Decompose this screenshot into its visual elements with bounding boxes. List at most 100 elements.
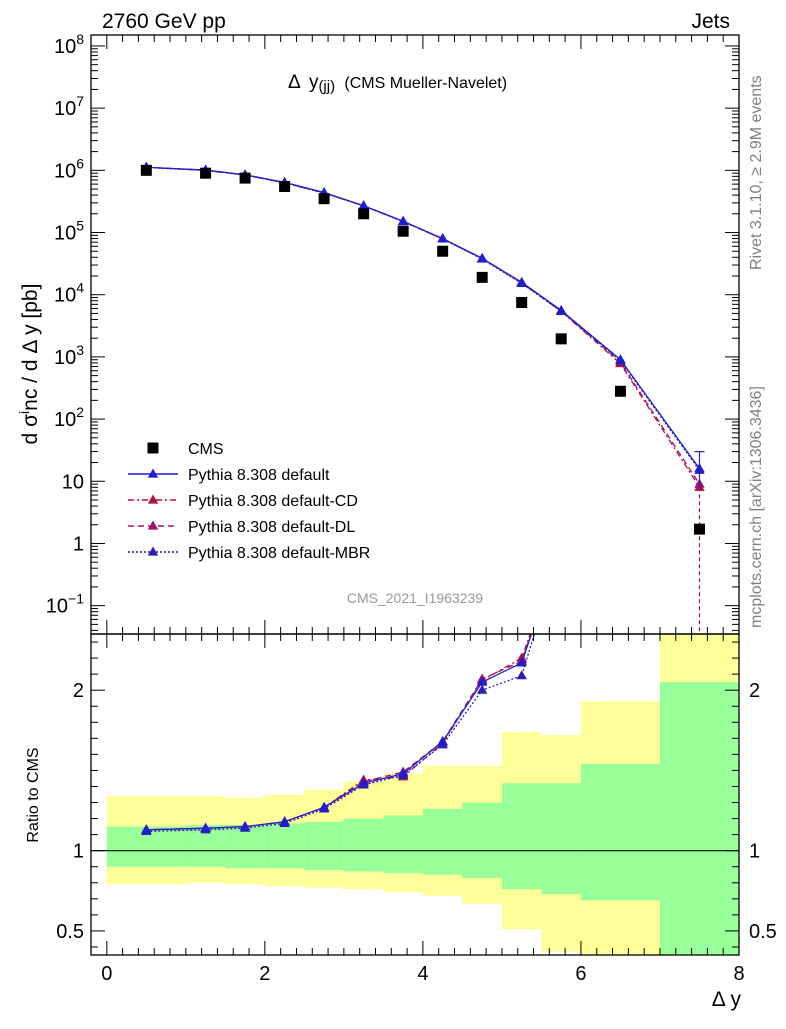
legend-label-cd: Pythia 8.308 default-CD — [188, 493, 358, 510]
x-axis-title: Δ y — [712, 988, 742, 1011]
series-marker-default — [615, 354, 626, 364]
legend-label-mbr: Pythia 8.308 default-MBR — [188, 545, 370, 562]
cms-data-point — [397, 225, 409, 237]
main-series-group — [140, 161, 705, 634]
x-tick-label: 0 — [101, 963, 112, 985]
series-marker-default — [358, 200, 369, 210]
y-tick-base: 10 — [54, 98, 76, 120]
ratio-y-tick-label-right: 2 — [749, 680, 760, 702]
inner-band-bin — [343, 818, 384, 872]
series-line-cd — [146, 166, 701, 488]
ratio-y-tick-label-left: 0.5 — [56, 921, 84, 943]
ratio-marker-cd — [556, 540, 566, 549]
cms-data-point — [614, 385, 626, 397]
inner-band-bin — [580, 764, 660, 901]
ratio-marker-default — [476, 676, 488, 686]
y-tick-base: 10 — [54, 409, 76, 431]
ratio-marker-default — [516, 657, 527, 667]
inner-band-bin — [264, 823, 305, 869]
y-tick-exponent: 4 — [76, 280, 84, 296]
cms-data-point — [200, 167, 212, 179]
inner-band-bin — [225, 824, 265, 869]
y-tick-label: 103 — [54, 342, 84, 369]
inner-band-bin — [383, 815, 423, 874]
y-tick-label: 102 — [54, 404, 84, 431]
cms-data-point — [318, 193, 330, 205]
ratio-marker-default — [200, 822, 211, 832]
ratio-marker-default — [397, 768, 409, 778]
ratio-series-group — [141, 540, 566, 835]
cms-data-point — [358, 208, 370, 220]
cms-data-point — [279, 180, 291, 192]
ratio-y-tick-label-right: 1 — [749, 841, 760, 863]
rivet-version-label: Rivet 3.1.10, ≥ 2.9M events — [748, 75, 765, 270]
ratio-marker-default — [141, 824, 152, 834]
ratio-marker-default — [279, 816, 290, 826]
ratio-line-mbr — [146, 634, 536, 833]
y-axis-title: d σinc / d Δ y [pb] — [16, 284, 42, 445]
series-line-dl — [146, 166, 701, 485]
y-tick-label: 107 — [54, 93, 84, 120]
cms-data-point — [239, 172, 251, 184]
inner-band-bin — [462, 802, 502, 878]
legend-label-default: Pythia 8.308 default — [188, 467, 330, 484]
series-marker-default — [397, 215, 409, 225]
y-tick-exponent: 7 — [76, 93, 84, 109]
ratio-marker-default — [437, 736, 448, 746]
inner-band-bin — [304, 821, 344, 870]
cms-data-point — [476, 271, 488, 283]
series-marker-default — [437, 233, 448, 243]
series-marker-default — [516, 276, 527, 286]
y-tick-exponent: 5 — [76, 218, 84, 234]
y-tick-label: 108 — [54, 31, 84, 58]
header-energy: 2760 GeV pp — [102, 10, 226, 33]
y-tick-exponent: −1 — [68, 591, 84, 607]
series-marker-default — [476, 252, 488, 262]
inner-band-bin — [541, 783, 581, 895]
y-tick-exponent: 3 — [76, 342, 84, 358]
y-tick-label: 106 — [54, 155, 84, 182]
x-tick-label: 2 — [259, 963, 270, 985]
ratio-frame — [90, 633, 740, 956]
ratio-y-tick-label-left: 1 — [73, 841, 84, 863]
ratio-marker-dl — [556, 540, 566, 549]
x-tick-label: 8 — [733, 963, 744, 985]
y-tick-label: 10 — [62, 471, 84, 493]
ratio-y-tick-label-left: 2 — [73, 680, 84, 702]
cms-data-point — [140, 164, 152, 176]
y-tick-label: 104 — [54, 280, 84, 307]
legend-marker-cd — [147, 494, 159, 504]
analysis-watermark: CMS_2021_I1963239 — [347, 590, 483, 606]
y-tick-label: 10−1 — [46, 591, 84, 618]
y-tick-base: 10 — [54, 285, 76, 307]
legend-marker-default — [147, 468, 159, 478]
legend-label-dl: Pythia 8.308 default-DL — [188, 519, 355, 536]
inner-band-bin — [422, 808, 463, 875]
ratio-marker-default — [556, 540, 566, 549]
legend-marker-mbr — [147, 546, 159, 556]
y-tick-base: 10 — [54, 160, 76, 182]
y-tick-label: 1 — [73, 533, 84, 555]
y-tick-label: 105 — [54, 218, 84, 245]
legend: CMS Pythia 8.308 default Pythia 8.308 defa… — [128, 441, 370, 562]
series-marker-default — [555, 304, 567, 314]
ratio-y-tick-label-right: 0.5 — [749, 921, 777, 943]
plot-title: Δ y(jj) (CMS Mueller-Navelet) — [288, 72, 507, 96]
ratio-marker-default — [318, 801, 330, 811]
y-tick-base: 10 — [46, 596, 68, 618]
series-line-mbr — [146, 166, 701, 471]
ratio-plot-area — [91, 540, 739, 955]
series-line-default — [146, 166, 701, 469]
y-tick-base: 10 — [54, 36, 76, 58]
legend-marker-cms — [147, 442, 159, 454]
y-tick-base: 10 — [54, 223, 76, 245]
cms-data-point — [516, 296, 528, 308]
header-process: Jets — [691, 10, 730, 33]
y-tick-exponent: 2 — [76, 404, 84, 420]
inner-band-bin — [501, 783, 542, 890]
y-tick-exponent: 8 — [76, 31, 84, 47]
legend-marker-dl — [147, 520, 159, 530]
